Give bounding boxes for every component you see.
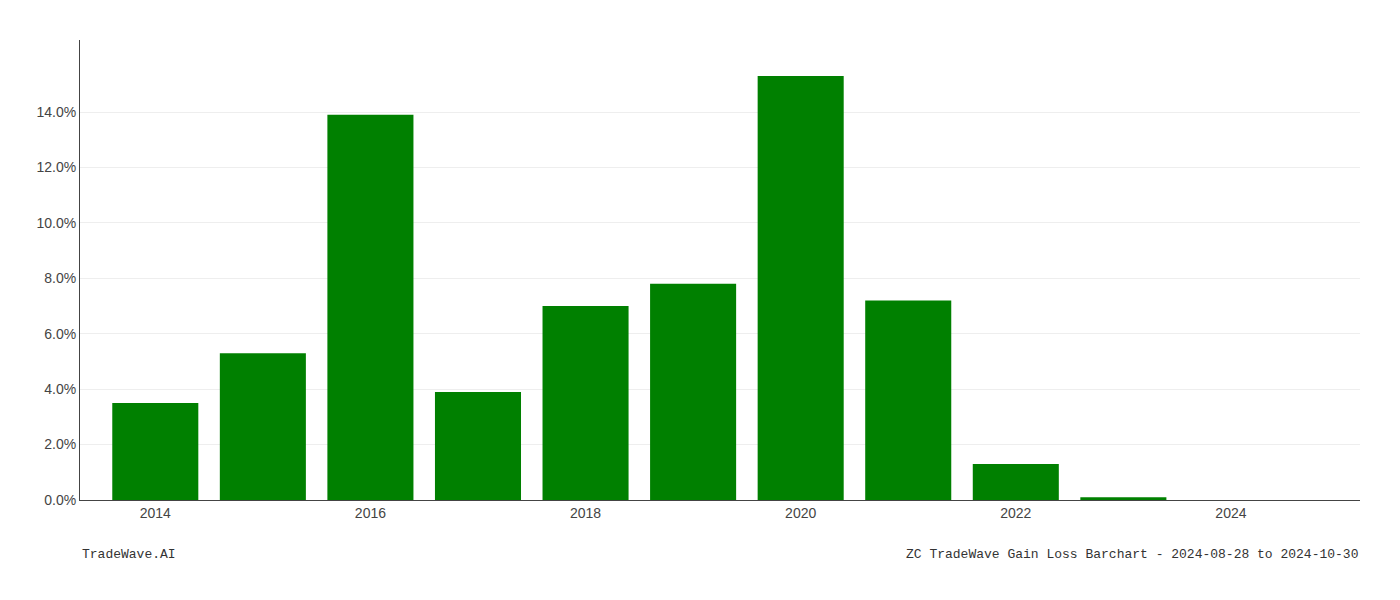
svg-text:12.0%: 12.0% <box>36 159 76 175</box>
svg-text:2020: 2020 <box>785 505 816 521</box>
svg-text:2.0%: 2.0% <box>44 436 76 452</box>
svg-text:4.0%: 4.0% <box>44 381 76 397</box>
svg-text:TradeWave.AI: TradeWave.AI <box>82 547 176 562</box>
svg-text:8.0%: 8.0% <box>44 270 76 286</box>
svg-text:10.0%: 10.0% <box>36 215 76 231</box>
svg-text:2024: 2024 <box>1215 505 1246 521</box>
svg-text:2022: 2022 <box>1000 505 1031 521</box>
svg-text:ZC TradeWave Gain Loss Barchar: ZC TradeWave Gain Loss Barchart - 2024-0… <box>906 547 1358 562</box>
svg-text:6.0%: 6.0% <box>44 326 76 342</box>
svg-text:2018: 2018 <box>570 505 601 521</box>
svg-text:2016: 2016 <box>355 505 386 521</box>
svg-text:14.0%: 14.0% <box>36 104 76 120</box>
svg-text:2014: 2014 <box>140 505 171 521</box>
svg-text:0.0%: 0.0% <box>44 492 76 508</box>
